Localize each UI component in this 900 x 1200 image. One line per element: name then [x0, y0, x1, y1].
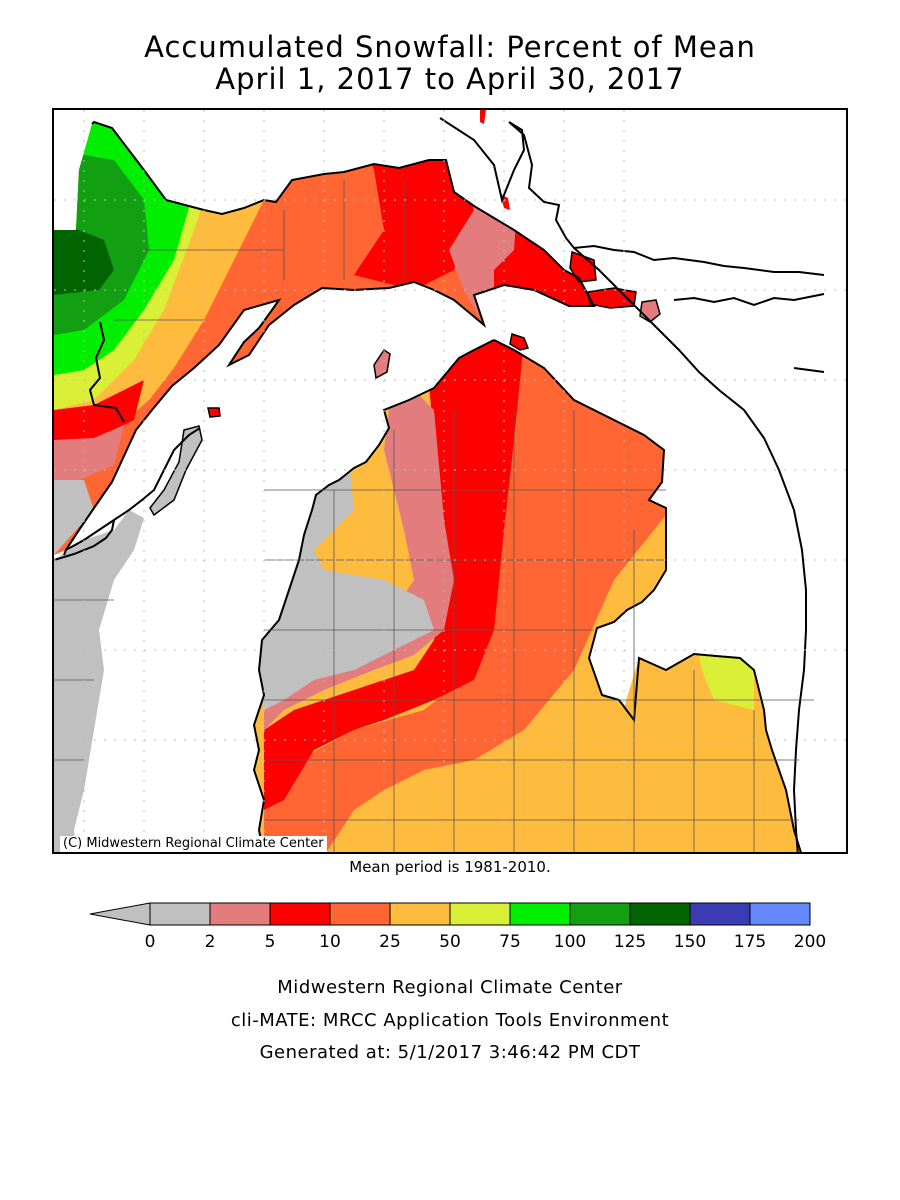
legend-tick-label: 75 [499, 932, 521, 952]
map-panel [52, 108, 848, 854]
legend-swatch-150-175 [689, 902, 751, 926]
copyright-notice: (C) Midwestern Regional Climate Center [60, 836, 327, 852]
legend-tick-label: 50 [439, 932, 461, 952]
legend-tick-label: 125 [614, 932, 646, 952]
legend-swatch-125-150 [629, 902, 691, 926]
color-legend: 0 2 5 10 25 50 75 100 125 150 175 200 [89, 902, 826, 952]
legend-swatch-25-50 [389, 902, 451, 926]
legend-tick-label: 2 [205, 932, 216, 952]
wisconsin-shading [54, 510, 144, 852]
legend-tick-label: 100 [554, 932, 586, 952]
legend-swatch-75-100 [509, 902, 571, 926]
legend-tick-label: 25 [379, 932, 401, 952]
legend-tick-label: 0 [145, 932, 156, 952]
legend-swatch-175-200 [749, 902, 811, 926]
legend-tick-label: 5 [265, 932, 276, 952]
legend-swatch-10-25 [329, 902, 391, 926]
legend-swatch-0-2 [149, 902, 211, 926]
snowfall-map [54, 110, 846, 852]
legend-swatch-100-125 [569, 902, 631, 926]
footer-generated-time: Generated at: 5/1/2017 3:46:42 PM CDT [259, 1042, 641, 1063]
footer-organization: Midwestern Regional Climate Center [277, 977, 623, 998]
shorelines [54, 117, 825, 852]
legend-tick-label: 150 [674, 932, 706, 952]
mean-period-note: Mean period is 1981-2010. [349, 858, 551, 876]
legend-tick-label: 175 [734, 932, 766, 952]
map-date-range: April 1, 2017 to April 30, 2017 [215, 62, 685, 96]
legend-swatch-50-75 [449, 902, 511, 926]
county-lines [54, 180, 814, 852]
legend-swatch-2-5 [209, 902, 271, 926]
map-title: Accumulated Snowfall: Percent of Mean [144, 30, 756, 64]
legend-tick-label: 200 [794, 932, 826, 952]
legend-below-arrow [89, 902, 151, 926]
legend-swatch-5-10 [269, 902, 331, 926]
legend-tick-label: 10 [319, 932, 341, 952]
graticule [54, 110, 846, 852]
footer-tool-name: cli-MATE: MRCC Application Tools Environ… [230, 1010, 670, 1031]
